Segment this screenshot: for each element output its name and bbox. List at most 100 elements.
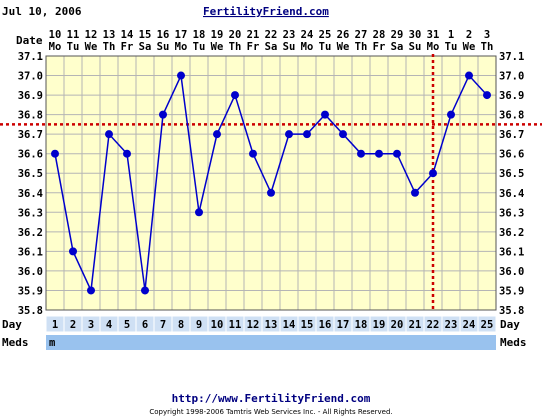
day-label: 17 [337,319,350,331]
temperature-point [105,130,113,139]
day-label: 1 [52,319,58,331]
date-label: 21 [247,29,260,41]
temperature-point [249,149,257,158]
meds-cell [190,335,208,350]
temperature-point [465,71,473,80]
temperature-point [195,208,203,217]
copyright: Copyright 1998-2006 Tamtris Web Services… [149,408,392,416]
date-label: 3 [484,29,490,41]
temperature-point [393,149,401,158]
site-link[interactable]: FertilityFriend.com [203,5,329,18]
y-tick-label: 36.5 [18,168,43,180]
day-row: 1 2 3 4 5 6 7 8 9 10 11 12 13 14 15 16 17 18 19 20 21 22 23 24 2… [45,315,497,333]
date-label: 1 [448,29,454,41]
day-label: 22 [427,319,440,331]
plot-border [45,55,497,311]
meds-cell [298,335,316,350]
date-label: 26 [337,29,350,41]
y-tick-label-right: 35.9 [499,285,524,297]
meds-cell [460,335,478,350]
day-label: 15 [301,319,314,331]
temperature-point [447,110,455,119]
meds-cell [136,335,154,350]
date-label: 15 [139,29,152,41]
weekday-label: Tu [193,41,206,53]
date-label: 28 [373,29,386,41]
temperature-point [123,149,131,158]
day-label: 16 [319,319,332,331]
date-label: 20 [229,29,242,41]
y-tick-label-right: 36.7 [499,129,524,141]
y-tick-label: 36.2 [18,227,43,239]
date-label: 2 [466,29,472,41]
temperature-point [69,247,77,256]
day-label: 25 [481,319,494,331]
day-label: 6 [142,319,148,331]
temperature-point [375,149,383,158]
temperature-point [411,188,419,197]
day-label: 19 [373,319,386,331]
y-axis-right: 37.1 37.0 36.9 36.8 36.7 36.6 36.5 36.4 36.3 36.2… [499,51,524,317]
weekday-label: Fr [373,41,386,53]
temperature-point [483,91,491,100]
meds-cell [82,335,100,350]
date-label: 29 [391,29,404,41]
date-label: 24 [301,29,314,41]
meds-cell [154,335,172,350]
meds-cell [262,335,280,350]
y-tick-label: 35.8 [18,305,43,317]
y-tick-label-right: 36.4 [499,188,524,200]
y-axis-left: 37.1 37.0 36.9 36.8 36.7 36.6 36.5 36.4 36.3 36.2… [18,51,43,317]
meds-row-label-right: Meds [500,336,527,349]
y-tick-label-right: 36.3 [499,207,524,219]
meds-cell [100,335,118,350]
date-row-label: Date [16,34,43,47]
temperature-series [51,71,491,295]
temperature-point [429,169,437,178]
day-label: 21 [409,319,422,331]
temperature-point [267,188,275,197]
weekday-label: Su [157,41,170,53]
weekday-label: Mo [175,41,188,53]
y-tick-label: 36.8 [18,110,43,122]
meds-cell [280,335,298,350]
weekday-label: Su [409,41,422,53]
weekday-label: Th [355,41,368,53]
day-label: 7 [160,319,166,331]
y-tick-label-right: 36.8 [499,110,524,122]
y-tick-label: 36.0 [18,266,43,278]
temperature-point [87,286,95,295]
weekday-label: We [85,41,98,53]
date-label: 11 [67,29,80,41]
temperature-point [213,130,221,139]
temperature-point [339,130,347,139]
y-tick-label: 36.4 [18,188,43,200]
temperature-point [51,149,59,158]
y-tick-label: 37.1 [18,51,43,63]
y-tick-label: 36.9 [18,90,43,102]
reference-lines [0,54,542,312]
weekday-label: Th [229,41,242,53]
weekday-label: Fr [121,41,134,53]
temperature-point [231,91,239,100]
y-tick-label-right: 36.1 [499,246,524,258]
meds-cell [424,335,442,350]
weekday-label: Fr [247,41,260,53]
date-label: 30 [409,29,422,41]
date-label: 31 [427,29,440,41]
temperature-point [321,110,329,119]
weekday-label: Tu [67,41,80,53]
footer-url[interactable]: http://www.FertilityFriend.com [172,392,371,405]
weekday-label: We [463,41,476,53]
date-label: 27 [355,29,368,41]
weekday-label: We [337,41,350,53]
day-label: 14 [283,319,296,331]
y-tick-label-right: 36.0 [499,266,524,278]
temperature-point [303,130,311,139]
weekday-label: Sa [391,41,404,53]
date-label: 16 [157,29,170,41]
temperature-point [141,286,149,295]
temperature-point [177,71,185,80]
weekday-label: Mo [49,41,62,53]
y-tick-label-right: 36.2 [499,227,524,239]
